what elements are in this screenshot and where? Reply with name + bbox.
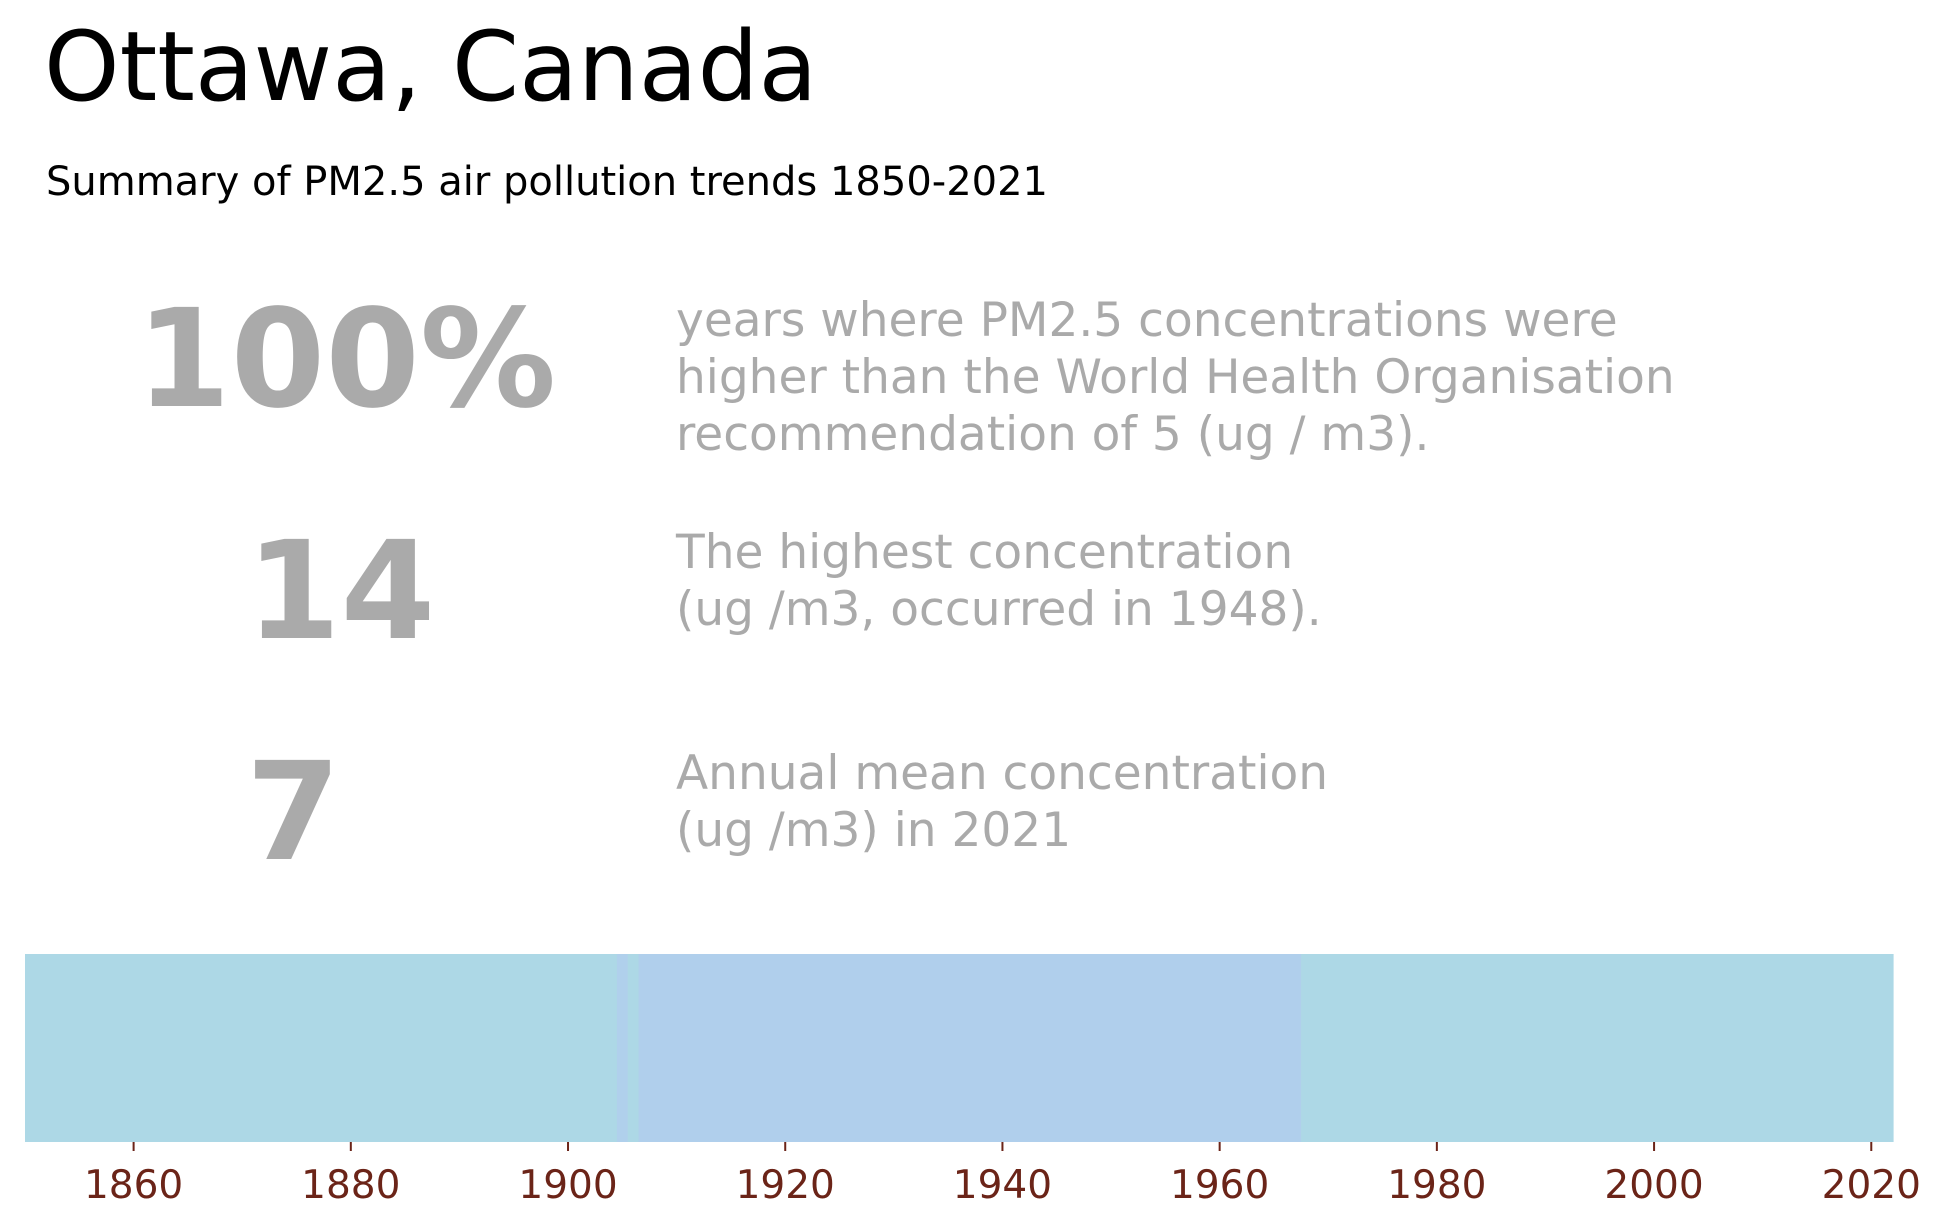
x-tick-label: 2000 bbox=[1604, 1163, 1703, 1208]
year-band bbox=[638, 954, 1302, 1142]
stat-description-line: (ug /m3) in 2021 bbox=[676, 803, 1072, 858]
pm25-year-band-chart: 1860 1880 1900 1920 1940 1960 1980 2000 2020 bbox=[25, 954, 1921, 1208]
stat-annual-mean-description: Annual mean concentration (ug /m3) in 20… bbox=[676, 745, 1328, 859]
x-tick-label: 1960 bbox=[1170, 1163, 1269, 1208]
stat-annual-mean-value: 7 bbox=[246, 734, 341, 892]
x-axis: 1860 1880 1900 1920 1940 1960 1980 2000 2020 bbox=[84, 1142, 1921, 1208]
x-tick-label: 1980 bbox=[1387, 1163, 1486, 1208]
x-tick-label: 1920 bbox=[736, 1163, 835, 1208]
stat-years-above-who-value: 100% bbox=[136, 281, 557, 439]
x-tick-label: 2020 bbox=[1822, 1163, 1921, 1208]
year-band bbox=[1301, 954, 1894, 1142]
x-tick-label: 1900 bbox=[518, 1163, 617, 1208]
year-band bbox=[616, 954, 629, 1142]
stat-description-line: Annual mean concentration bbox=[676, 746, 1329, 801]
stat-description-line: (ug /m3, occurred in 1948). bbox=[676, 582, 1322, 637]
chart-bands bbox=[25, 954, 1894, 1142]
x-tick-label: 1940 bbox=[953, 1163, 1052, 1208]
stat-description-line: higher than the World Health Organisatio… bbox=[676, 350, 1675, 405]
stat-description-line: recommendation of 5 (ug / m3). bbox=[676, 407, 1430, 462]
year-band bbox=[25, 954, 618, 1142]
year-band bbox=[627, 954, 640, 1142]
stat-highest-concentration-description: The highest concentration (ug /m3, occur… bbox=[676, 524, 1322, 638]
page-subtitle: Summary of PM2.5 air pollution trends 18… bbox=[46, 159, 1048, 205]
stat-highest-concentration-value: 14 bbox=[246, 513, 436, 671]
page-title: Ottawa, Canada bbox=[44, 11, 818, 123]
x-tick-label: 1860 bbox=[84, 1163, 183, 1208]
stat-description-line: years where PM2.5 concentrations were bbox=[676, 293, 1618, 348]
stat-description-line: The highest concentration bbox=[676, 525, 1294, 580]
stat-years-above-who-description: years where PM2.5 concentrations were hi… bbox=[676, 292, 1675, 463]
x-tick-label: 1880 bbox=[301, 1163, 400, 1208]
